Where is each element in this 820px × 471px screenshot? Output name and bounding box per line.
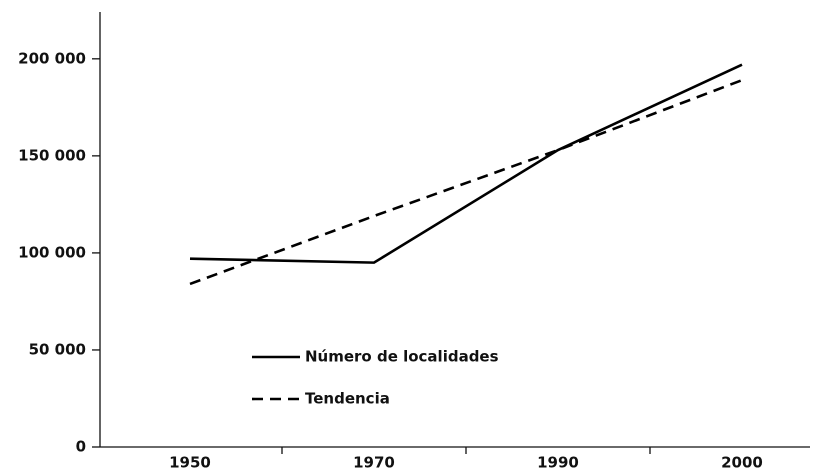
- y-tick-label: 100 000: [18, 243, 86, 261]
- legend-label: Número de localidades: [305, 348, 499, 366]
- x-tick-label: 1970: [353, 454, 395, 471]
- series-line: [189, 78, 743, 286]
- y-tick-label: 200 000: [18, 49, 86, 67]
- legend-label: Tendencia: [305, 390, 390, 408]
- x-tick-label: 1990: [537, 454, 579, 471]
- x-tick-label: 1950: [169, 454, 211, 471]
- y-tick-label: 150 000: [18, 146, 86, 164]
- series-line: [189, 63, 743, 264]
- y-tick-label: 50 000: [29, 340, 86, 358]
- x-tick-label: 2000: [721, 454, 763, 471]
- y-tick-label: 0: [76, 438, 86, 456]
